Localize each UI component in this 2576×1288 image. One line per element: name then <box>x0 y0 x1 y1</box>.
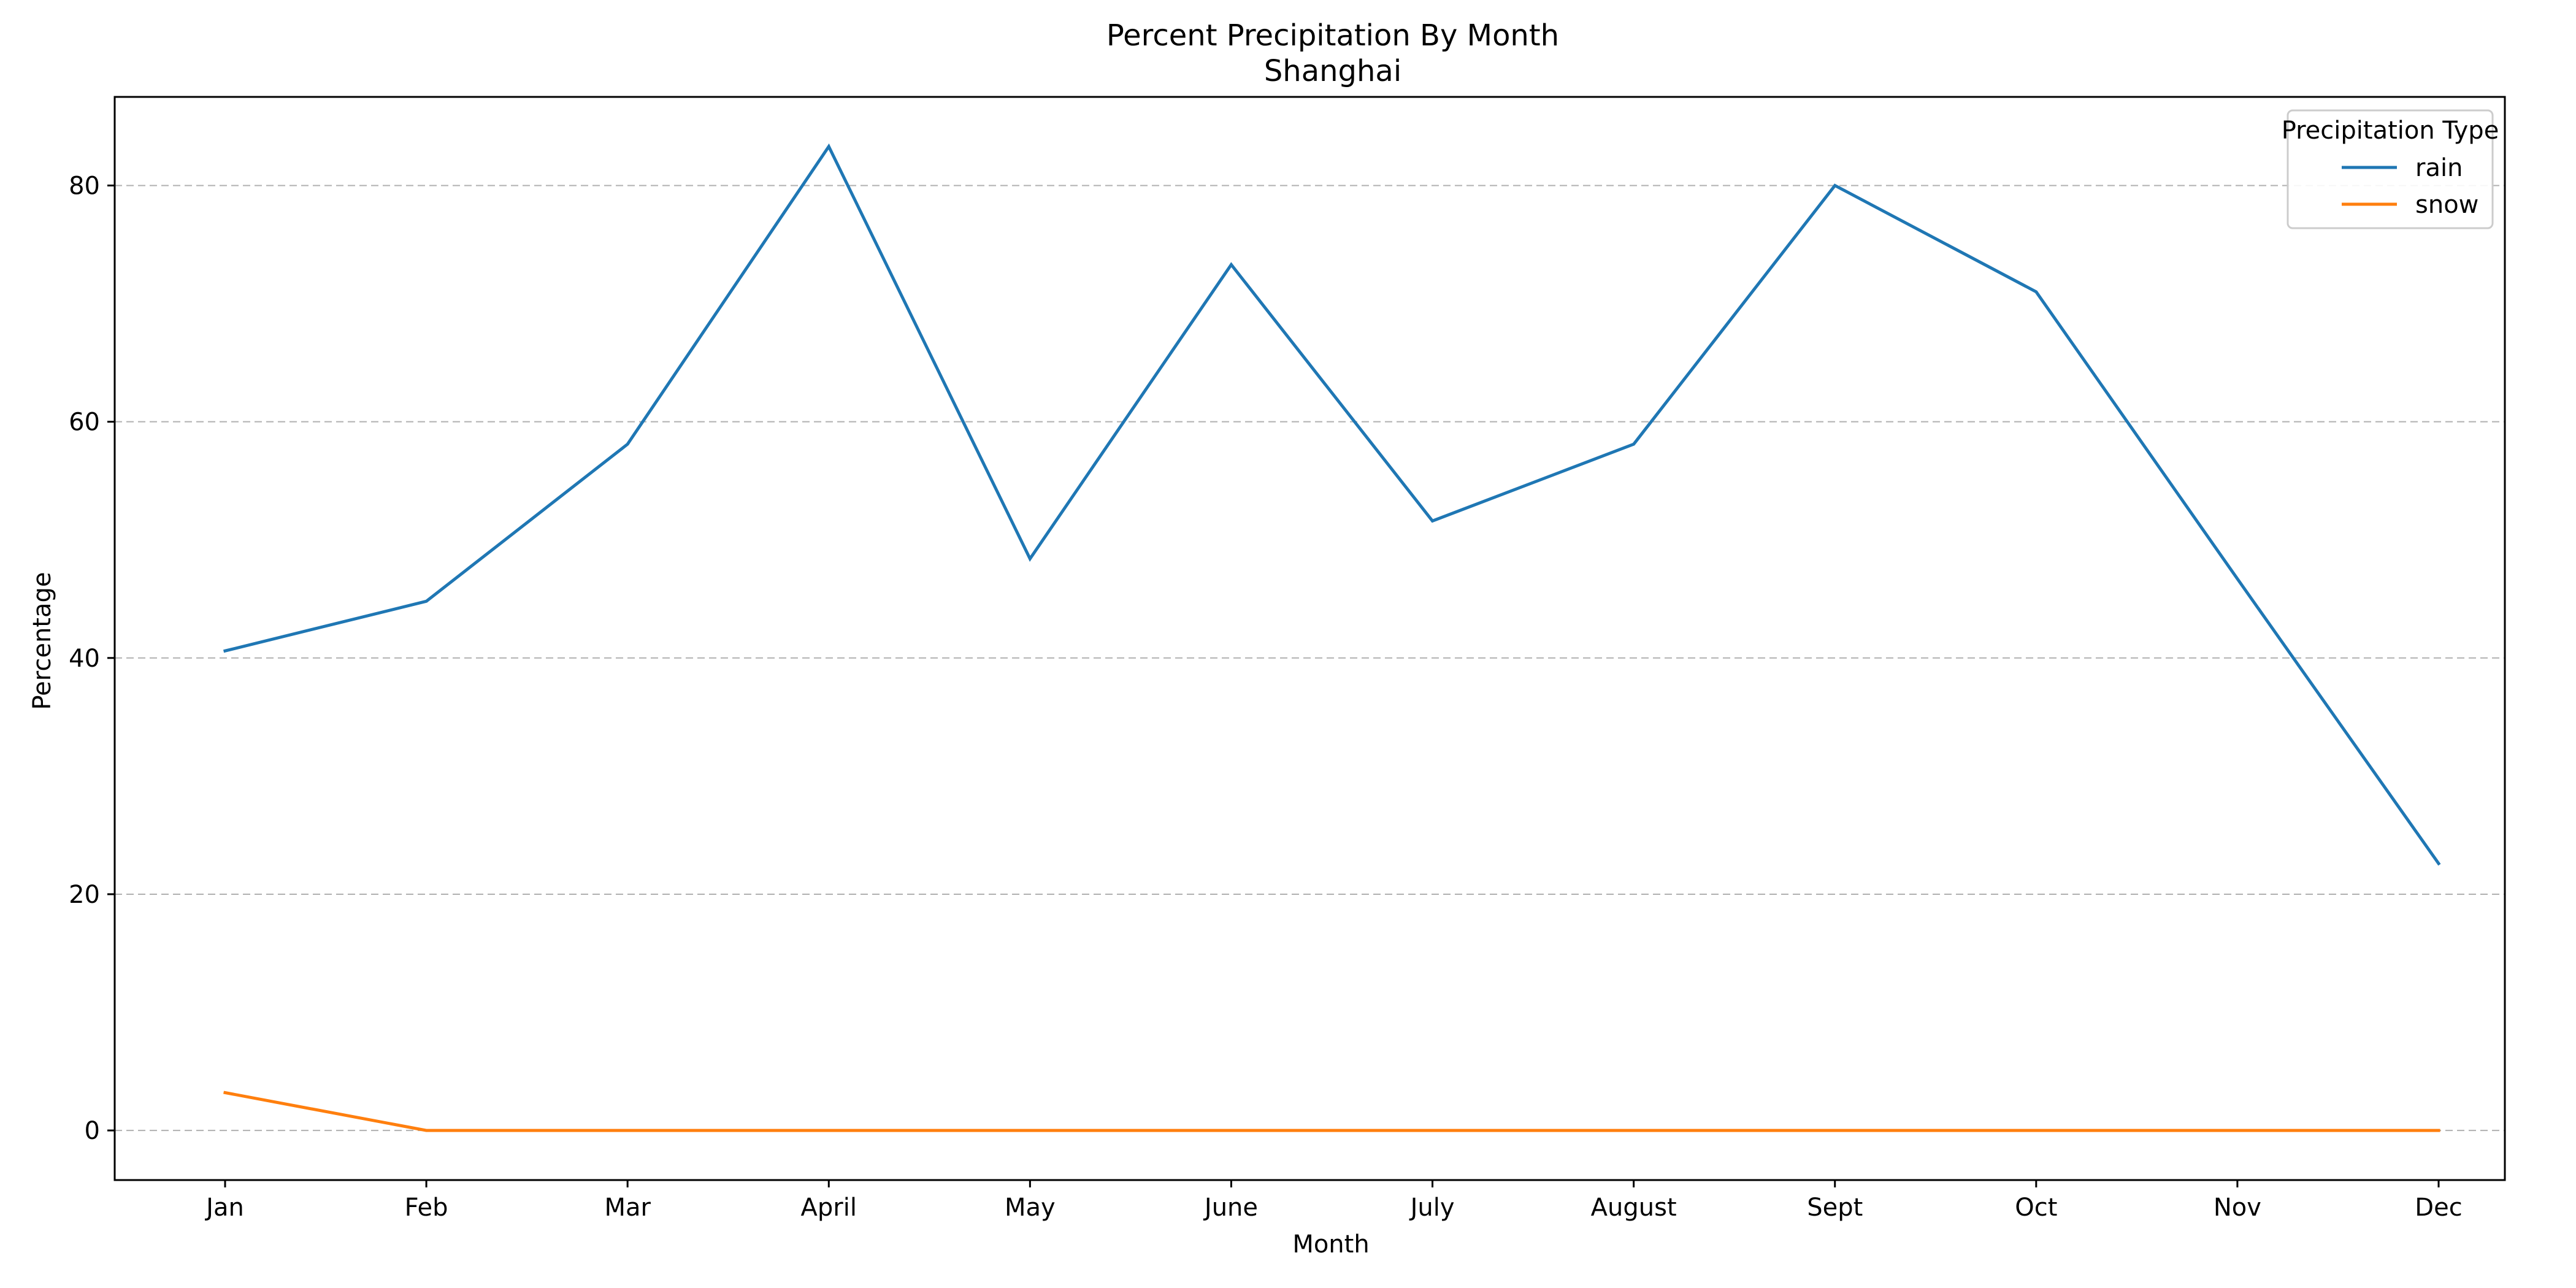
y-tick-label: 40 <box>69 645 100 673</box>
x-tick-label: Oct <box>2015 1194 2057 1222</box>
x-tick-label: Sept <box>1807 1194 1863 1222</box>
y-axis-ticks: 0 20 40 60 80 <box>69 172 115 1145</box>
x-axis-label: Month <box>1292 1230 1369 1259</box>
legend: Precipitation Type rain snow <box>2282 109 2499 229</box>
x-tick-label: June <box>1203 1194 1258 1222</box>
legend-title: Precipitation Type <box>2282 117 2499 145</box>
x-axis-ticks: Jan Feb Mar April May June July August Sept Oct No… <box>204 1180 2463 1222</box>
x-tick-label: Mar <box>604 1194 651 1222</box>
series-line-rain <box>223 143 2441 866</box>
x-tick-label: July <box>1409 1194 1455 1222</box>
x-tick-label: Feb <box>405 1194 448 1222</box>
y-tick-label: 20 <box>69 881 100 909</box>
series-line-snow <box>223 1091 2440 1132</box>
legend-label-snow: snow <box>2415 191 2478 219</box>
x-tick-label: Jan <box>204 1194 244 1222</box>
y-tick-label: 80 <box>69 172 100 200</box>
series-lines <box>223 143 2441 1132</box>
x-tick-label: Nov <box>2214 1194 2261 1222</box>
y-axis-label: Percentage <box>28 572 56 710</box>
x-tick-label: May <box>1005 1194 1056 1222</box>
x-tick-label: April <box>801 1194 857 1222</box>
x-tick-label: August <box>1591 1194 1677 1222</box>
chart-title: Percent Precipitation By Month <box>1106 18 1559 53</box>
x-tick-label: Dec <box>2415 1194 2462 1222</box>
plot-frame <box>113 96 2506 1181</box>
y-tick-label: 60 <box>69 408 100 437</box>
y-tick-label: 0 <box>85 1117 100 1145</box>
legend-box <box>2287 109 2494 229</box>
chart-subtitle: Shanghai <box>1264 54 1401 88</box>
legend-label-rain: rain <box>2415 154 2463 182</box>
